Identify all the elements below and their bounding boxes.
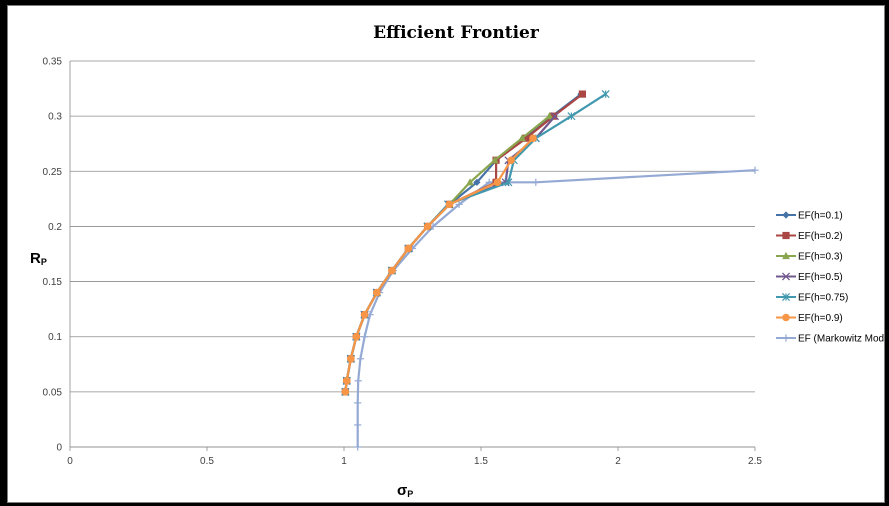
legend-swatch-marker <box>782 231 790 240</box>
gridlines <box>70 60 755 448</box>
x-axis-title-sub: P <box>407 489 413 499</box>
data-point <box>356 355 365 363</box>
legend-label: EF(h=0.9) <box>798 313 843 324</box>
data-point <box>466 178 474 186</box>
legend-label: EF(h=0.2) <box>798 231 843 242</box>
legend-item: EF(h=0.75) <box>776 293 848 304</box>
data-point <box>550 112 560 121</box>
data-point <box>522 134 530 142</box>
data-point <box>354 399 362 407</box>
legend-label: EF (Markowitz Model) <box>798 334 884 345</box>
legend-swatch-marker <box>782 251 790 260</box>
chart-frame: Efficient Frontier 0 0.05 0.1 0.15 0.2 0.25 0.… <box>7 5 885 503</box>
series-layer <box>341 90 759 451</box>
data-point <box>493 178 502 187</box>
legend-item: EF(h=0.2) <box>776 231 843 242</box>
y-tick-label: 0.25 <box>43 167 63 178</box>
data-point <box>545 112 554 120</box>
data-point <box>360 310 369 319</box>
series-ef-h-0-9- <box>341 134 537 396</box>
x-tick-label: 2 <box>615 456 621 467</box>
y-axis-title-sub: P <box>41 257 47 267</box>
series-ef-h-0-5- <box>341 112 560 396</box>
y-axis-title: RP <box>30 250 47 267</box>
series-ef-h-0-3- <box>341 112 554 395</box>
data-point <box>354 421 362 429</box>
series-line <box>356 169 756 447</box>
data-point <box>504 178 513 187</box>
data-point <box>529 134 537 142</box>
y-axis-title-main: R <box>30 250 41 267</box>
data-point <box>423 222 432 231</box>
series-line <box>344 137 534 393</box>
x-tick-label: 2.5 <box>748 456 762 467</box>
data-point <box>532 178 540 186</box>
data-point <box>507 156 515 165</box>
data-point <box>455 200 463 208</box>
data-point <box>342 377 351 385</box>
legend-swatch-marker <box>781 292 791 302</box>
y-tick-label: 0.05 <box>43 387 63 398</box>
data-point <box>751 166 759 174</box>
data-point <box>360 333 369 341</box>
efficient-frontier-chart: Efficient Frontier 0 0.05 0.1 0.15 0.2 0.25 0.… <box>30 23 884 499</box>
y-tick-label: 0.1 <box>48 332 62 343</box>
x-tick-label: 1 <box>341 456 347 467</box>
data-point <box>347 354 355 363</box>
x-tick-label: 1.5 <box>474 456 488 467</box>
y-tick-label: 0.3 <box>48 112 62 123</box>
legend: EF(h=0.1) EF(h=0.2) EF(h=0.3) EF(h=0.5) EF(h… <box>776 211 884 345</box>
y-tick-label: 0.15 <box>43 277 63 288</box>
data-point <box>578 90 586 98</box>
data-point <box>518 134 526 142</box>
legend-swatch-marker <box>781 272 791 281</box>
data-point <box>373 288 381 297</box>
legend-label: EF(h=0.3) <box>798 252 843 263</box>
series-ef-markowitz-model- <box>354 166 759 451</box>
legend-label: EF(h=0.1) <box>798 211 843 222</box>
legend-swatch-marker <box>782 211 790 219</box>
legend-item: EF(h=0.1) <box>776 211 843 222</box>
series-line <box>344 93 584 393</box>
axes: 0 0.05 0.1 0.15 0.2 0.25 0.3 0.35 0 0.5 1 1.5 2 2.5 <box>43 57 763 468</box>
data-point <box>601 90 610 99</box>
data-point <box>567 112 576 121</box>
data-point <box>445 200 454 209</box>
x-tick-label: 0.5 <box>200 456 214 467</box>
series-line <box>344 93 607 393</box>
x-axis-title: σP <box>397 482 413 499</box>
x-axis-title-main: σ <box>397 482 407 499</box>
series-ef-h-0-75- <box>341 90 610 396</box>
series-line <box>344 115 551 393</box>
series-line <box>344 115 556 393</box>
data-point <box>352 332 361 341</box>
legend-label: EF(h=0.5) <box>798 272 843 283</box>
series-ef-h-0-1- <box>341 90 585 396</box>
data-point <box>388 266 396 275</box>
data-point <box>404 244 413 253</box>
data-point <box>473 178 481 186</box>
x-tick-label: 0 <box>67 456 73 467</box>
data-point <box>490 156 499 164</box>
data-point <box>341 388 350 396</box>
legend-item: EF(h=0.5) <box>776 272 843 283</box>
data-point <box>354 443 362 451</box>
legend-swatch-marker <box>782 334 790 342</box>
y-tick-label: 0.35 <box>43 57 63 68</box>
chart-title: Efficient Frontier <box>373 23 540 43</box>
y-tick-label: 0.2 <box>48 222 62 233</box>
series-line <box>344 93 582 393</box>
series-ef-h-0-2- <box>341 90 586 396</box>
y-tick-label: 0 <box>56 443 62 454</box>
legend-item: EF (Markowitz Model) <box>776 334 884 345</box>
legend-item: EF(h=0.3) <box>776 252 843 263</box>
legend-swatch-marker <box>782 313 790 322</box>
legend-item: EF(h=0.9) <box>776 313 843 324</box>
legend-label: EF(h=0.75) <box>798 293 848 304</box>
data-point <box>354 377 362 385</box>
